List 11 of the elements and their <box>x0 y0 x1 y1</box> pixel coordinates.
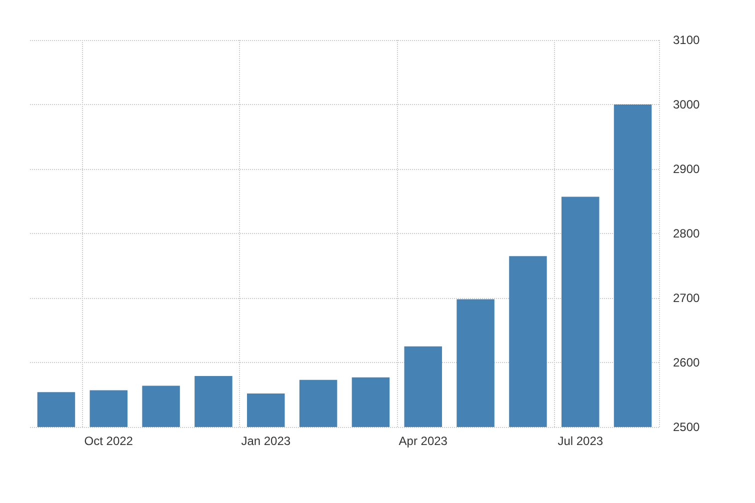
y-tick-label: 2800 <box>673 226 700 240</box>
x-tick-label: Jan 2023 <box>241 434 291 448</box>
y-tick-label: 2900 <box>673 162 700 176</box>
x-tick-label: Jul 2023 <box>558 434 604 448</box>
y-tick-label: 2500 <box>673 420 700 434</box>
x-tick-label: Oct 2022 <box>84 434 134 448</box>
y-tick-label: 2600 <box>673 356 700 370</box>
y-tick-label: 3100 <box>673 33 700 47</box>
y-tick-label: 3000 <box>673 98 700 112</box>
y-tick-label: 2700 <box>673 291 700 305</box>
x-tick-label: Apr 2023 <box>398 434 448 448</box>
